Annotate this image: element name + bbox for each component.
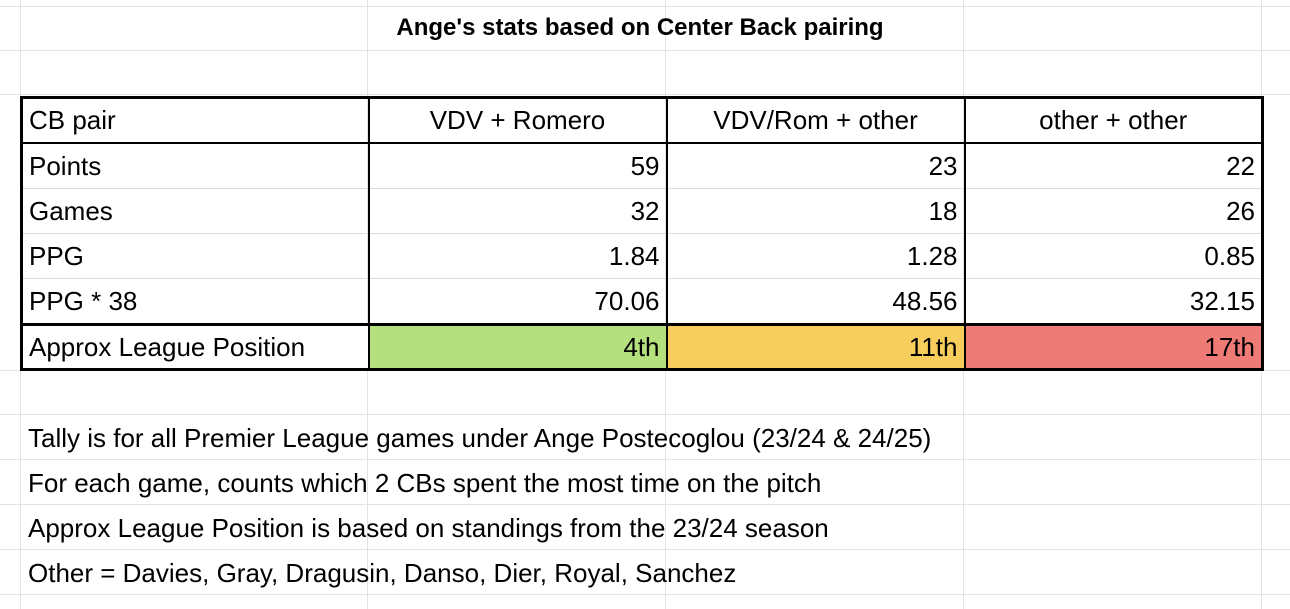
- value-cell[interactable]: 70.06: [367, 278, 668, 325]
- note-line[interactable]: Other = Davies, Gray, Dragusin, Danso, D…: [28, 558, 737, 588]
- value-cell[interactable]: 48.56: [665, 278, 966, 325]
- table-row-points: Points 59 23 22: [20, 143, 1264, 189]
- header-cell-other-other[interactable]: other + other: [963, 97, 1264, 144]
- position-cell-green[interactable]: 4th: [367, 323, 668, 370]
- table-row-ppg-38: PPG * 38 70.06 48.56 32.15: [20, 278, 1264, 325]
- table-row-games: Games 32 18 26: [20, 188, 1264, 234]
- row-label-cell[interactable]: PPG: [20, 233, 370, 279]
- notes-section: Tally is for all Premier League games un…: [20, 416, 1260, 596]
- position-cell-orange[interactable]: 11th: [665, 323, 966, 370]
- value-cell[interactable]: 1.84: [367, 233, 668, 279]
- value-cell[interactable]: 1.28: [665, 233, 966, 279]
- header-cell-vdv-rom-other[interactable]: VDV/Rom + other: [665, 97, 966, 144]
- row-label-cell[interactable]: PPG * 38: [20, 278, 370, 325]
- row-label-cell[interactable]: Games: [20, 188, 370, 234]
- position-cell-red[interactable]: 17th: [963, 323, 1264, 370]
- value-cell[interactable]: 0.85: [963, 233, 1264, 279]
- row-label-cell[interactable]: Points: [20, 143, 370, 189]
- sheet-title: Ange's stats based on Center Back pairin…: [396, 14, 884, 41]
- note-line[interactable]: Tally is for all Premier League games un…: [28, 423, 932, 453]
- stats-table: CB pair VDV + Romero VDV/Rom + other oth…: [20, 96, 1264, 371]
- note-line[interactable]: Approx League Position is based on stand…: [28, 513, 829, 543]
- value-cell[interactable]: 32.15: [963, 278, 1264, 325]
- table-row-ppg: PPG 1.84 1.28 0.85: [20, 233, 1264, 279]
- value-cell[interactable]: 26: [963, 188, 1264, 234]
- note-line[interactable]: For each game, counts which 2 CBs spent …: [28, 468, 822, 498]
- value-cell[interactable]: 22: [963, 143, 1264, 189]
- header-cell-cb-pair[interactable]: CB pair: [20, 97, 370, 144]
- row-label-cell[interactable]: Approx League Position: [20, 323, 370, 370]
- value-cell[interactable]: 59: [367, 143, 668, 189]
- table-row-league-position: Approx League Position 4th 11th 17th: [20, 323, 1264, 370]
- value-cell[interactable]: 23: [665, 143, 966, 189]
- header-cell-vdv-romero[interactable]: VDV + Romero: [367, 97, 668, 144]
- value-cell[interactable]: 18: [665, 188, 966, 234]
- table-header-row: CB pair VDV + Romero VDV/Rom + other oth…: [20, 97, 1264, 144]
- value-cell[interactable]: 32: [367, 188, 668, 234]
